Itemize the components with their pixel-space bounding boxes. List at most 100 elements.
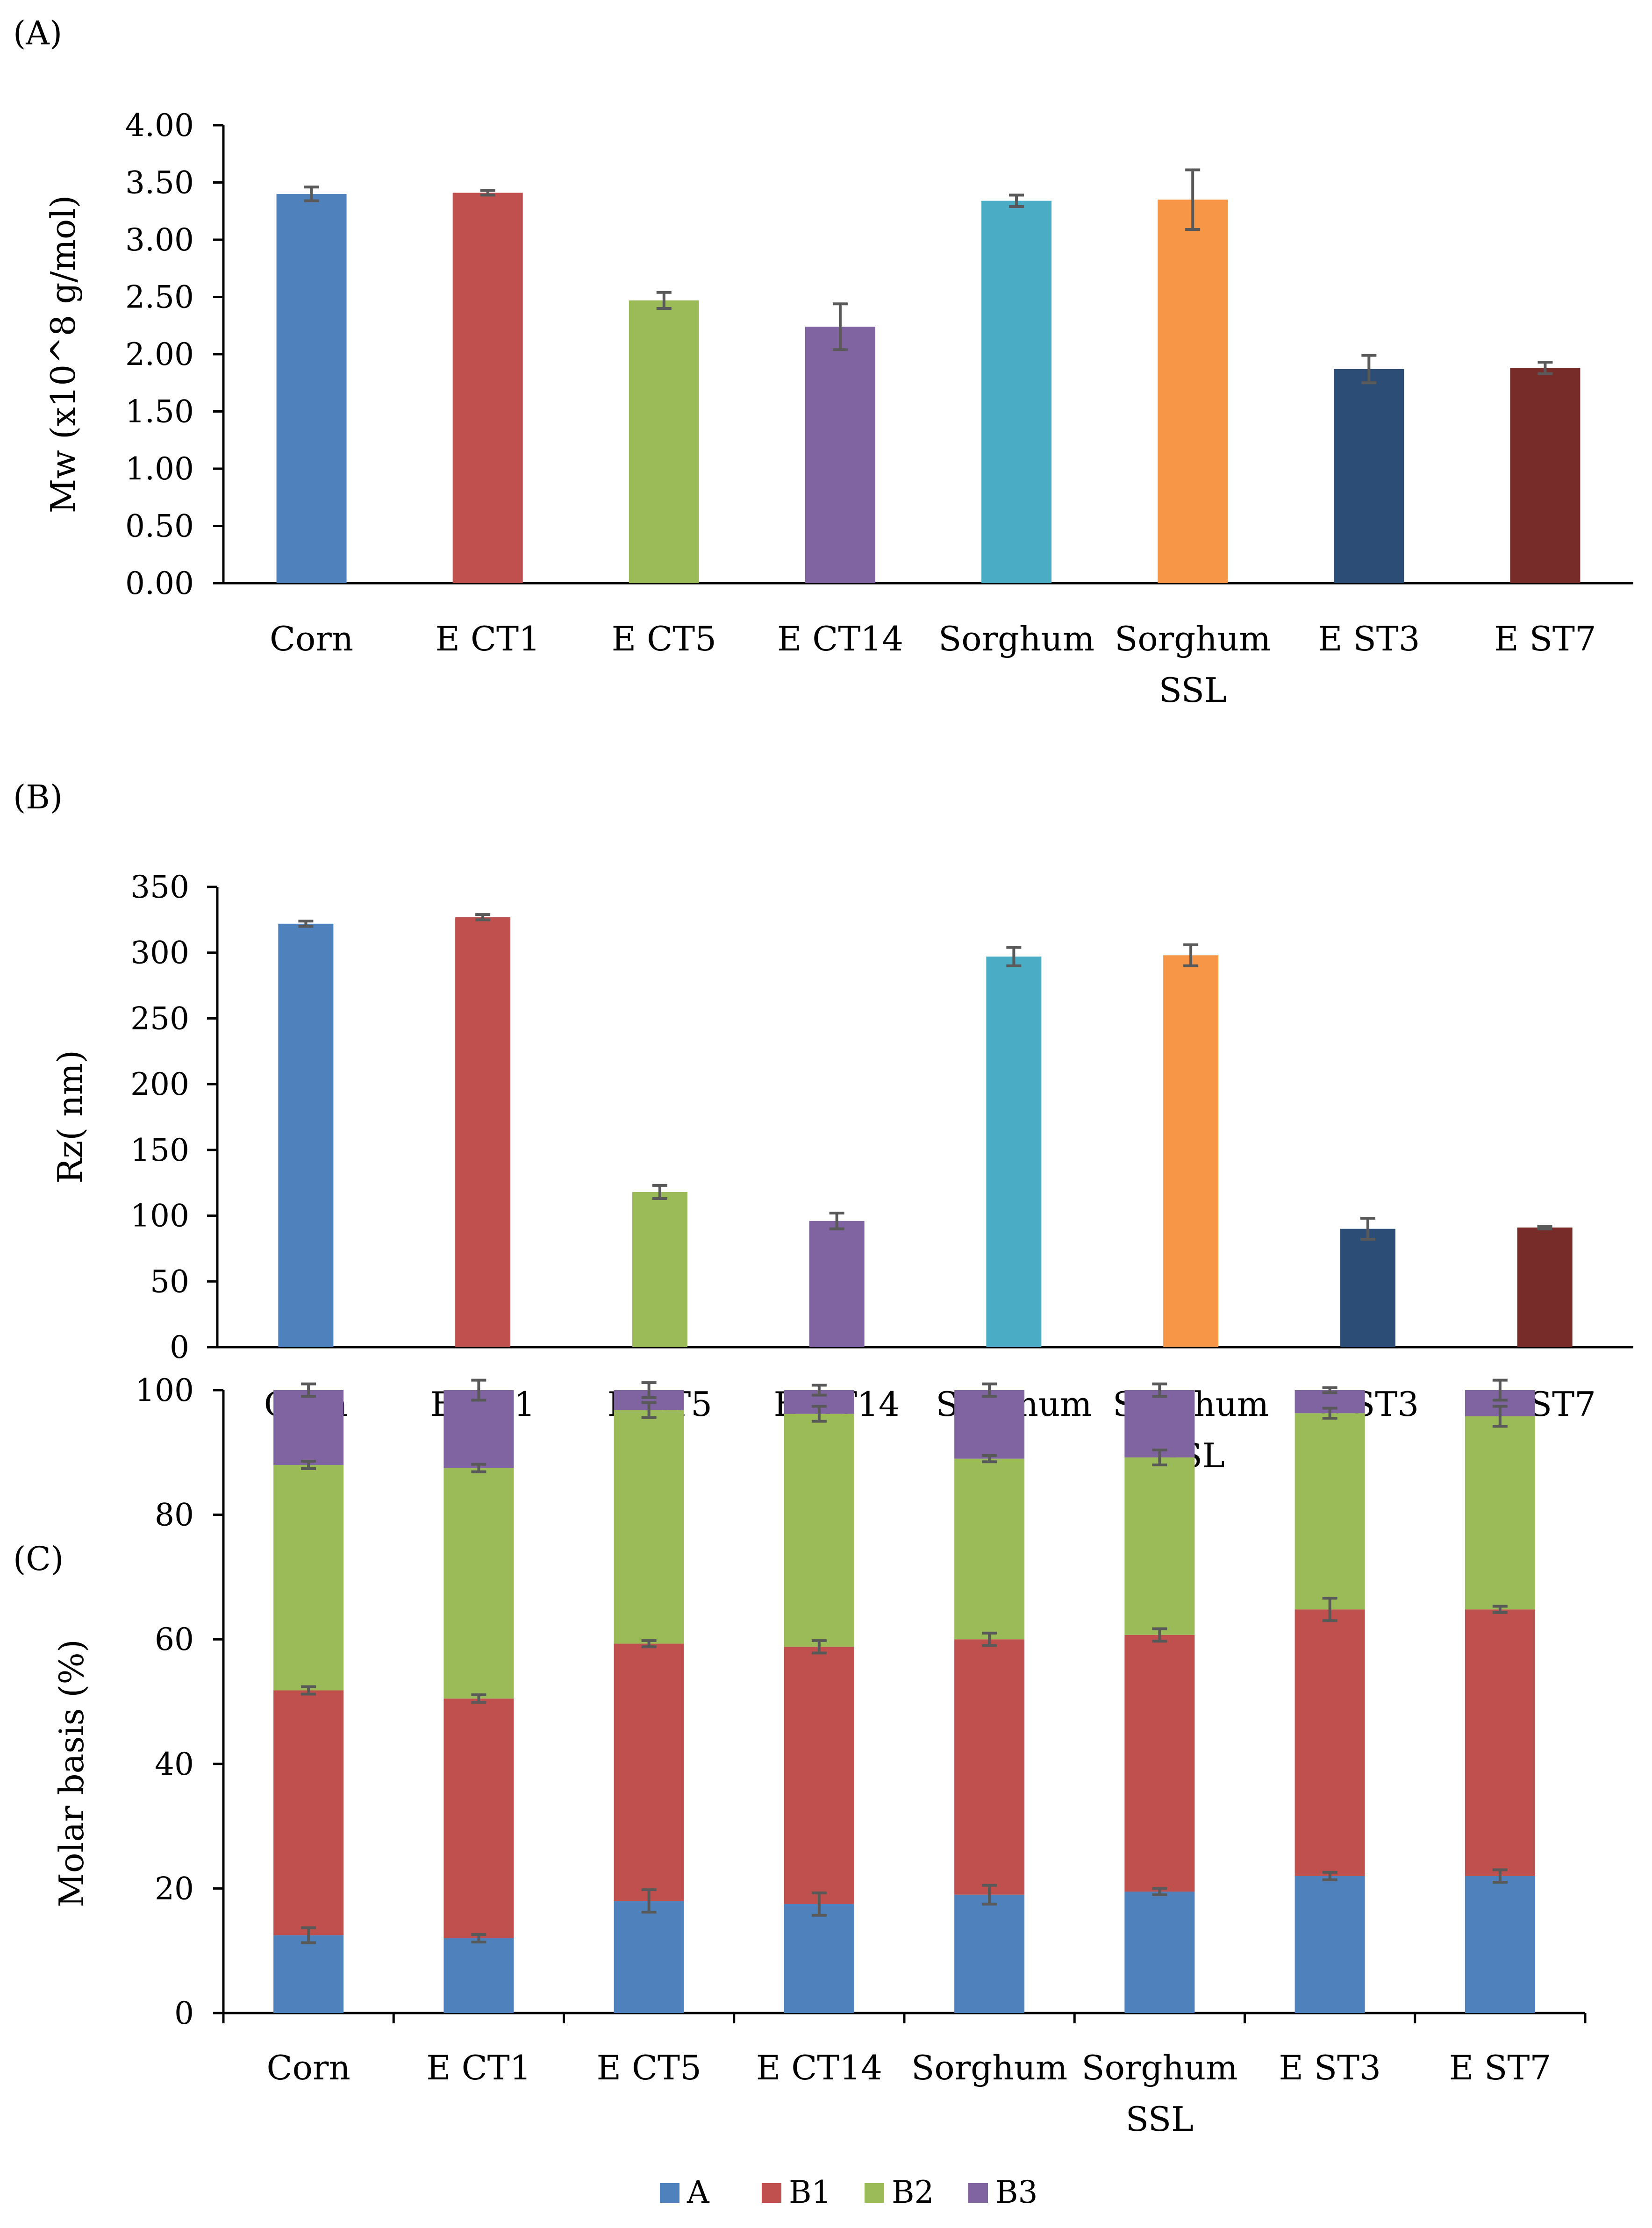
y-tick-label: 200 (130, 1066, 189, 1102)
bar-segment-b3 (954, 1390, 1025, 1459)
error-bar (652, 1184, 667, 1200)
panel-label: (A) (13, 14, 62, 52)
error-bar (1152, 1887, 1167, 1896)
category-label: Corn (267, 2048, 350, 2087)
error-bar (471, 1378, 486, 1402)
bar-segment-b2 (1294, 1413, 1365, 1610)
bar (809, 1221, 865, 1347)
category-label: E ST3 (1279, 2048, 1381, 2087)
bar (1510, 368, 1580, 583)
bar (986, 957, 1042, 1347)
y-tick-label: 3.50 (125, 165, 194, 201)
error-bar (982, 1382, 997, 1398)
error-bar (475, 913, 491, 921)
bar-segment-b2 (1465, 1416, 1535, 1610)
y-tick-label: 2.50 (125, 279, 194, 315)
bar-segment-b2 (1124, 1457, 1195, 1635)
bar-segment-b3 (443, 1390, 514, 1468)
bar (981, 200, 1052, 583)
error-bar (298, 920, 314, 928)
legend-label: B1 (789, 2174, 831, 2210)
error-bar (1322, 1407, 1337, 1420)
bar-segment-a (273, 1935, 344, 2013)
bar (452, 193, 523, 583)
error-bar (471, 1693, 486, 1704)
category-label: Sorghum (938, 619, 1094, 658)
category-label: E ST3 (1318, 619, 1420, 658)
y-tick-label: 4.00 (125, 107, 194, 143)
error-bar (480, 189, 495, 197)
bar (805, 327, 875, 583)
error-bar (1322, 1871, 1337, 1881)
error-bar (1152, 1382, 1167, 1398)
error-bar (641, 1401, 657, 1419)
y-tick-label: 2.00 (125, 336, 194, 372)
category-label: E CT5 (612, 619, 716, 658)
category-label: E CT1 (426, 2048, 531, 2087)
y-tick-label: 50 (150, 1264, 189, 1300)
error-bar (982, 1631, 997, 1647)
category-label: Corn (270, 619, 353, 658)
legend-swatch (660, 2183, 679, 2203)
y-tick-label: 60 (155, 1621, 194, 1657)
error-bar (1492, 1605, 1508, 1614)
error-bar (832, 302, 848, 351)
chart-c-molar-basis: (C) Molar basis (%) 0 20 40 60 80 100 Corn E CT1 E… (13, 1372, 1587, 2210)
error-bar (1322, 1597, 1337, 1622)
error-bar (471, 1463, 486, 1473)
category-label: E CT1 (436, 619, 540, 658)
y-tick-label: 0 (174, 1995, 194, 2031)
error-bar (641, 1888, 657, 1914)
error-bar (301, 1926, 316, 1944)
error-bar (811, 1405, 827, 1423)
bar (1517, 1227, 1573, 1347)
y-tick-label: 350 (130, 869, 189, 905)
error-bar (829, 1211, 844, 1230)
bar-segment-b3 (273, 1390, 344, 1465)
y-tick-label: 80 (155, 1497, 194, 1533)
bar-segment-b1 (273, 1690, 344, 1935)
y-tick-label: 1.00 (125, 451, 194, 487)
error-bar (1537, 1225, 1552, 1230)
bar-segment-a (954, 1894, 1025, 2013)
panel-label: (C) (13, 1540, 64, 1578)
chart-b-rz: (B)Rz( nm)050100150200250300350CornE CT1… (13, 778, 1633, 1475)
category-label: E CT5 (596, 2048, 701, 2087)
bar-segment-a (1124, 1892, 1195, 2013)
bar (278, 923, 334, 1347)
bar-segment-a (1294, 1876, 1365, 2013)
bar-segment-b3 (1124, 1390, 1195, 1457)
error-bar (1492, 1405, 1508, 1428)
error-bar (1361, 354, 1377, 385)
y-tick-label: 100 (130, 1198, 189, 1234)
legend-item: B1 (762, 2174, 831, 2210)
bar-segment-b1 (784, 1647, 854, 1904)
error-bar (1360, 1217, 1375, 1241)
bar-segment-b1 (1124, 1635, 1195, 1892)
bar-segment-b2 (954, 1458, 1025, 1640)
bar (276, 194, 347, 583)
y-tick-label: 40 (155, 1746, 194, 1782)
bar-segment-b2 (614, 1410, 684, 1644)
error-bar (301, 1685, 316, 1696)
error-bar (982, 1884, 997, 1906)
bar-segment-b1 (1294, 1609, 1365, 1876)
error-bar (1322, 1386, 1337, 1394)
bar (1163, 955, 1219, 1347)
category-label: Sorghum (1115, 619, 1271, 658)
error-bar (641, 1639, 657, 1649)
error-bar (982, 1454, 997, 1464)
category-label: Sorghum (1081, 2048, 1237, 2087)
legend-label: B3 (995, 2174, 1038, 2210)
y-tick-label: 0 (170, 1329, 189, 1365)
bar-segment-a (1465, 1876, 1535, 2013)
legend-swatch (865, 2183, 884, 2203)
error-bar (656, 291, 672, 310)
y-tick-label: 150 (130, 1132, 189, 1168)
legend-label: A (687, 2174, 710, 2210)
legend-item: B2 (865, 2174, 934, 2210)
error-bar (811, 1639, 827, 1655)
bar (629, 300, 699, 583)
y-tick-label: 0.00 (125, 565, 194, 601)
